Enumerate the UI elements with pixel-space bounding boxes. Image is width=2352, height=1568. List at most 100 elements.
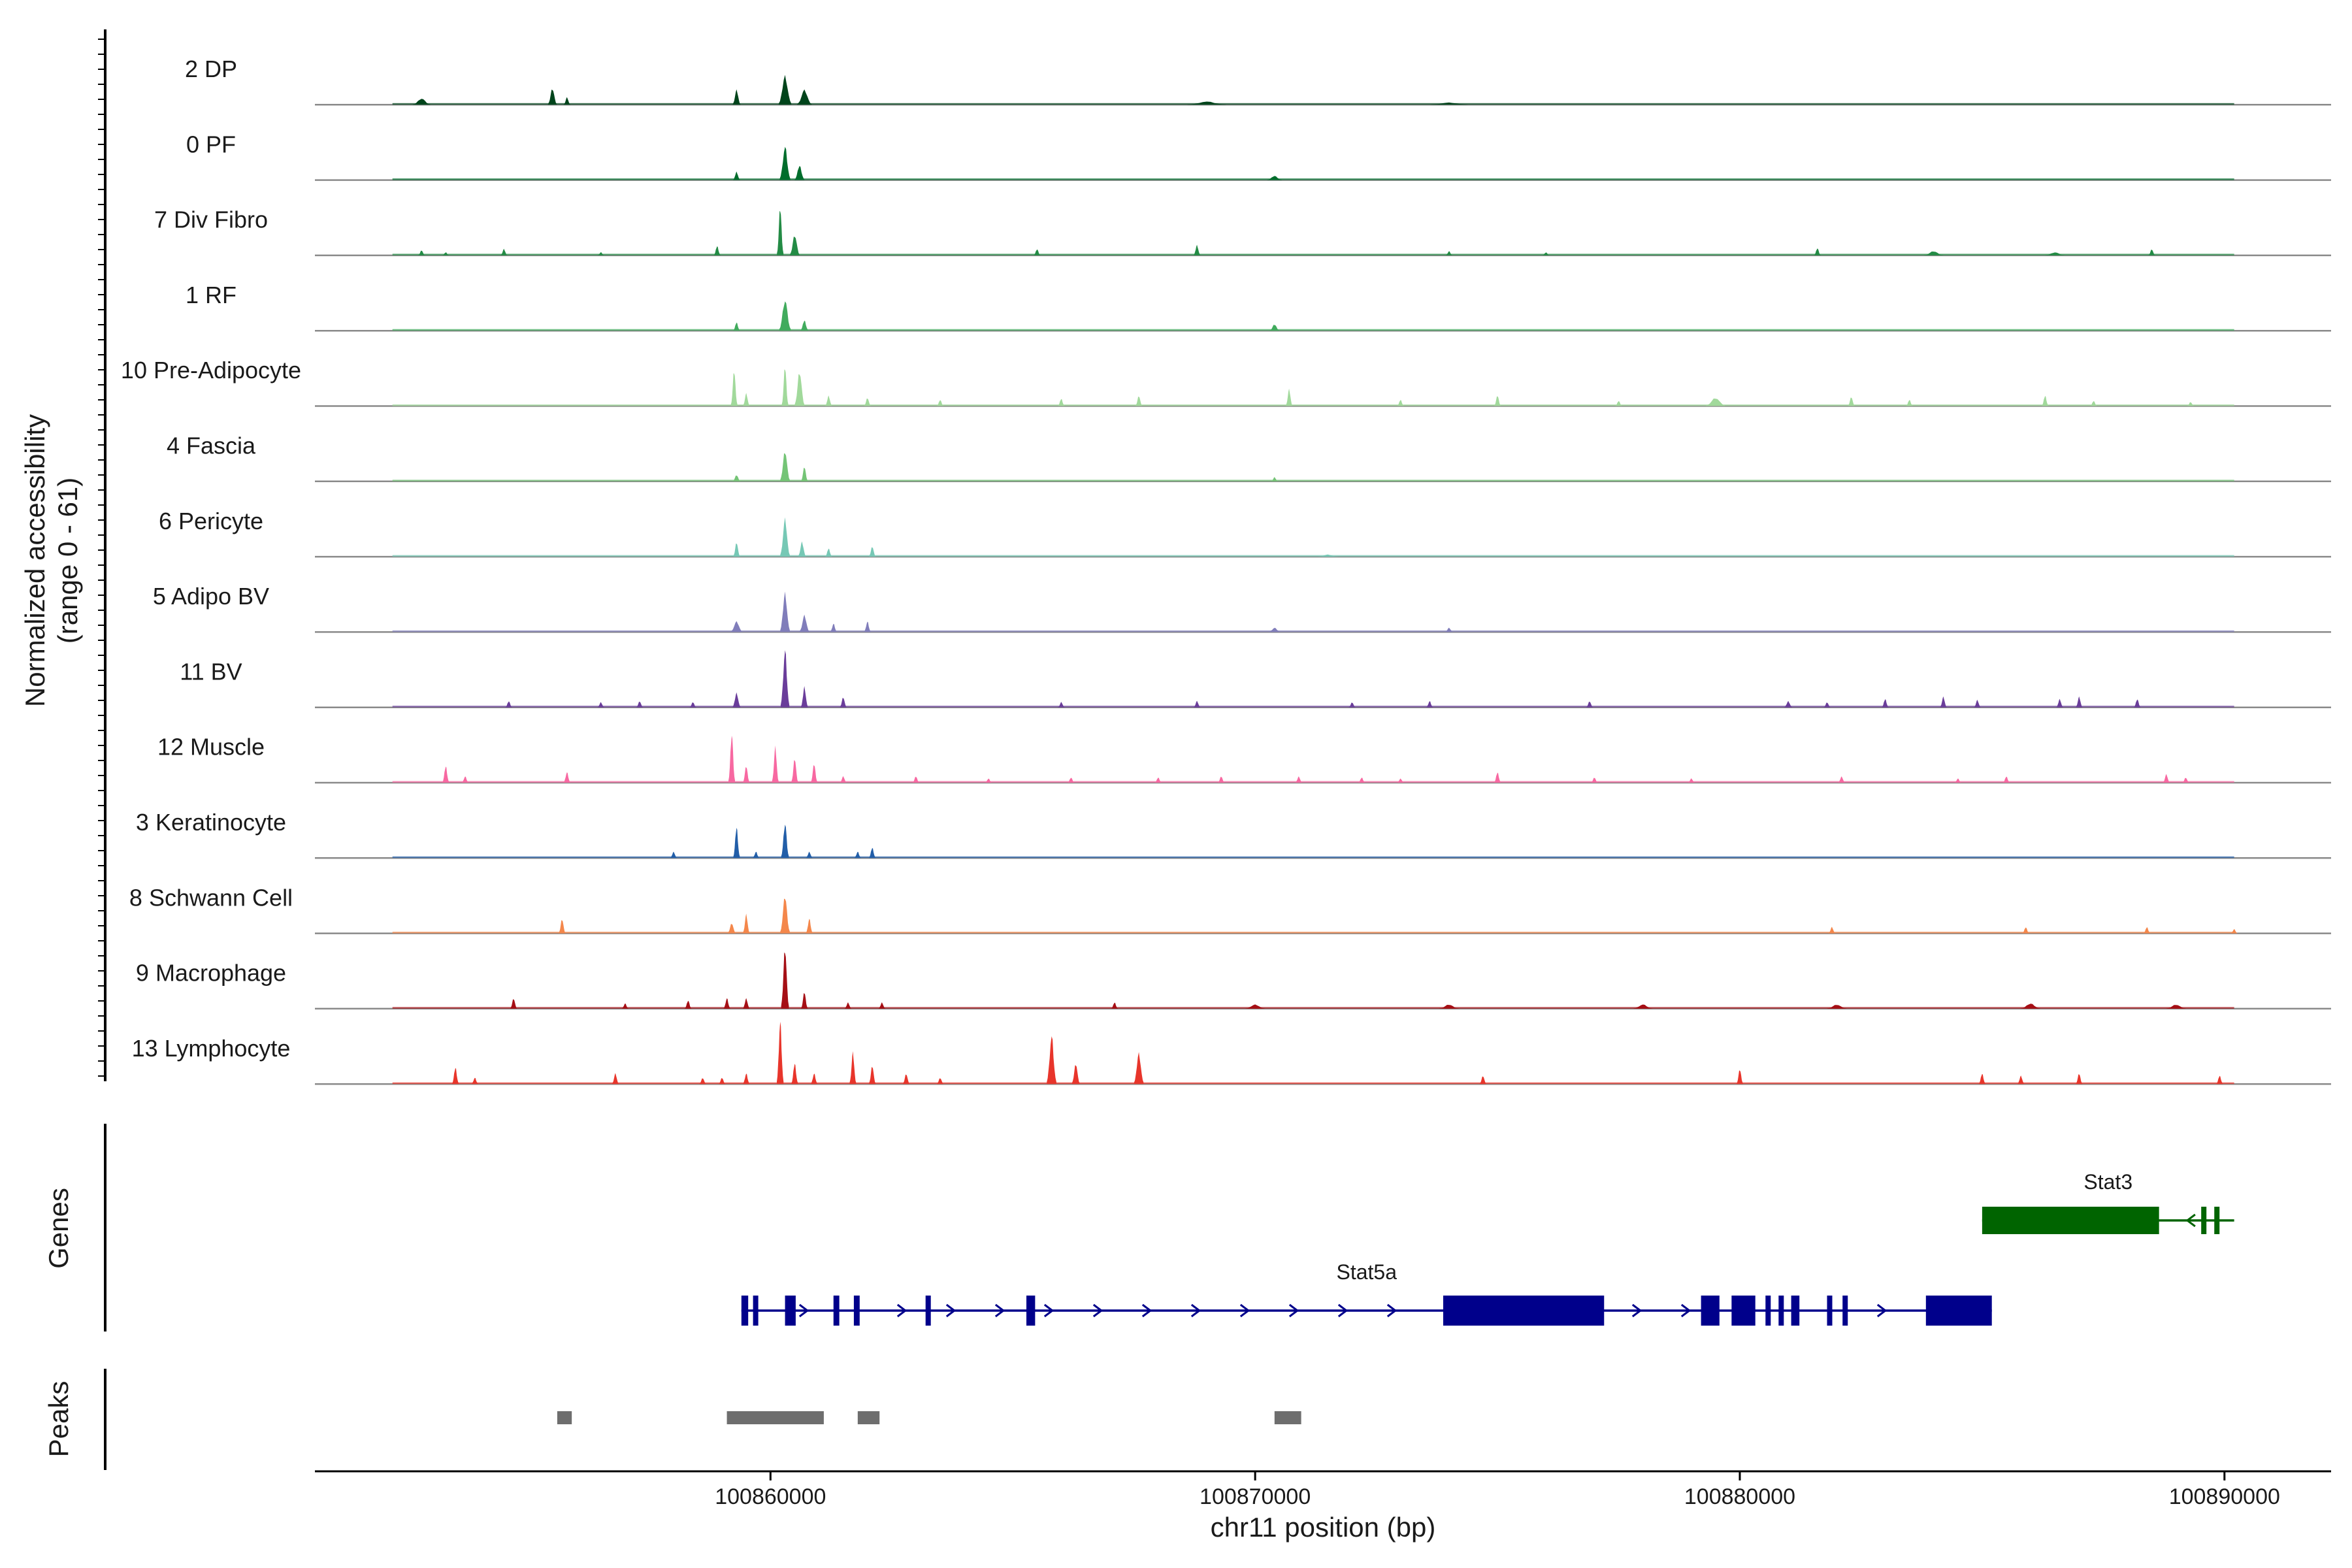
peak-region xyxy=(727,1411,824,1424)
coverage-peak xyxy=(1397,778,1404,783)
track-label: 2 DP xyxy=(185,56,237,82)
coverage-peak xyxy=(1286,388,1293,406)
coverage-peak xyxy=(800,320,809,331)
coverage-peak xyxy=(1068,777,1075,783)
coverage-peak xyxy=(1295,776,1302,783)
coverage-peak xyxy=(732,692,741,708)
coverage-peak xyxy=(732,89,741,105)
coverage-peak xyxy=(2076,1074,2083,1085)
coverage-peak xyxy=(1194,244,1201,255)
y-axis-label: Normalized accessibility xyxy=(20,414,50,707)
coverage-peak xyxy=(1494,396,1501,406)
x-tick-label: 100880000 xyxy=(1684,1484,1795,1509)
coverage-peak xyxy=(1439,1005,1459,1009)
coverage-background xyxy=(392,253,2234,255)
coverage-peak xyxy=(559,920,566,934)
coverage-peak xyxy=(685,1000,692,1009)
gene-strand-arrow xyxy=(945,1303,956,1318)
coverage-peak xyxy=(733,322,740,331)
coverage-background xyxy=(392,178,2234,180)
gene-strand-arrow xyxy=(798,1303,809,1318)
gene-stat3: Stat3 xyxy=(1982,1170,2234,1234)
coverage-peak xyxy=(797,89,812,105)
coverage-peak xyxy=(811,765,818,783)
coverage-peak xyxy=(743,913,750,934)
coverage-peak xyxy=(1814,248,1821,255)
coverage-peak xyxy=(723,998,730,1009)
gene-exon xyxy=(833,1296,840,1326)
coverage-peak xyxy=(442,252,449,255)
coverage-peak xyxy=(801,468,808,482)
track-label: 11 BV xyxy=(180,658,242,685)
coverage-peak xyxy=(1940,696,1947,708)
coverage-track: 11 BV xyxy=(180,650,2331,708)
coverage-peak xyxy=(780,453,790,482)
gene-exon xyxy=(1827,1296,1833,1326)
coverage-track: 6 Pericyte xyxy=(159,508,2331,558)
gene-stat5a: Stat5a xyxy=(741,1260,1992,1326)
track-label: 4 Fascia xyxy=(167,433,256,459)
track-label: 7 Div Fibro xyxy=(154,206,268,233)
gene-strand-arrow xyxy=(994,1303,1005,1318)
coverage-peak xyxy=(849,1051,857,1085)
coverage-peak xyxy=(772,745,779,783)
coverage-peak xyxy=(730,621,743,632)
coverage-peak xyxy=(713,246,721,255)
coverage-peak xyxy=(563,97,570,105)
coverage-background xyxy=(392,706,2234,708)
coverage-peak xyxy=(699,1078,706,1085)
coverage-peak xyxy=(1445,251,1452,255)
gene-exon xyxy=(1778,1296,1784,1326)
gene-strand-arrow xyxy=(1092,1303,1103,1318)
coverage-track: 13 Lymphocyte xyxy=(132,1021,2331,1085)
coverage-background xyxy=(392,932,2234,934)
coverage-peak xyxy=(790,237,800,255)
gene-exon xyxy=(1791,1296,1800,1326)
gene-exon xyxy=(741,1296,749,1326)
gene-strand-arrow xyxy=(1680,1303,1691,1318)
coverage-peak xyxy=(801,686,808,708)
coverage-peak xyxy=(1111,1002,1118,1009)
coverage-peak xyxy=(2166,1005,2186,1009)
coverage-peak xyxy=(563,772,570,783)
coverage-peak xyxy=(2182,777,2189,783)
genes-track-label: Genes xyxy=(43,1188,74,1269)
gene-exon xyxy=(1982,1207,2159,1234)
coverage-peak xyxy=(442,766,449,783)
track-label: 12 Muscle xyxy=(157,734,265,760)
gene-exon xyxy=(1026,1296,1036,1326)
coverage-peak xyxy=(1318,554,1338,557)
coverage-peak xyxy=(1047,1036,1056,1085)
gene-exon xyxy=(1731,1296,1756,1326)
coverage-peak xyxy=(1978,1073,1985,1085)
coverage-background xyxy=(392,103,2234,105)
coverage-peak xyxy=(412,99,431,105)
track-label: 1 RF xyxy=(186,282,237,308)
coverage-peak xyxy=(864,399,871,406)
coverage-peak xyxy=(471,1077,478,1085)
coverage-peak xyxy=(597,702,604,708)
y-axis-range-label: (range 0 - 61) xyxy=(52,478,83,644)
coverage-peak xyxy=(1974,700,1981,708)
coverage-peak xyxy=(743,767,750,783)
coverage-peak xyxy=(1268,628,1281,632)
gene-strand-arrow xyxy=(1239,1303,1250,1318)
coverage-peak xyxy=(779,146,791,180)
coverage-peak xyxy=(1397,400,1404,406)
coverage-peak xyxy=(794,166,805,180)
coverage-peak xyxy=(830,623,837,632)
coverage-background xyxy=(392,781,2234,783)
coverage-peak xyxy=(781,825,789,858)
coverage-peak xyxy=(825,395,832,406)
coverage-peak xyxy=(780,898,790,934)
coverage-peak xyxy=(2144,927,2151,934)
coverage-peak xyxy=(854,851,861,858)
coverage-peak xyxy=(728,736,735,783)
coverage-peak xyxy=(743,998,750,1009)
coverage-peak xyxy=(730,373,738,406)
coverage-peak xyxy=(985,778,992,783)
peak-regions xyxy=(557,1411,1301,1424)
coverage-peak xyxy=(778,74,792,105)
coverage-background xyxy=(392,1082,2234,1085)
gene-exon xyxy=(1443,1296,1605,1326)
